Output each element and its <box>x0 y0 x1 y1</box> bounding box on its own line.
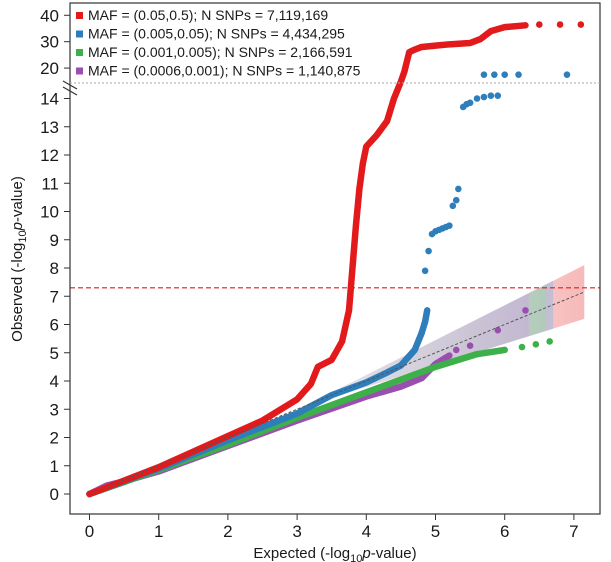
y-tick-label: 3 <box>50 400 59 419</box>
legend-swatch <box>76 12 83 19</box>
y-tick-label: 4 <box>50 372 59 391</box>
data-point <box>522 307 529 314</box>
legend-item: MAF = (0.001,0.005); N SNPs = 2,166,591 <box>76 44 353 60</box>
band-very-rare <box>317 293 529 403</box>
data-point <box>452 346 460 354</box>
x-tick-label: 7 <box>569 522 578 541</box>
data-point <box>421 267 429 275</box>
x-tick-label: 3 <box>292 522 301 541</box>
data-point <box>515 71 522 78</box>
y-tick-label: 10 <box>40 203 59 222</box>
legend-item: MAF = (0.0006,0.001); N SNPs = 1,140,875 <box>76 63 361 79</box>
y-tick-label: 12 <box>40 146 59 165</box>
legend-label: MAF = (0.005,0.05); N SNPs = 4,434,295 <box>88 26 345 42</box>
y-tick-label: 11 <box>41 174 59 193</box>
y-tick-label: 6 <box>50 316 59 335</box>
y-tick-label: 9 <box>50 231 59 250</box>
expected-diagonal <box>89 291 585 495</box>
series-0 <box>86 21 585 498</box>
y-tick-label: 8 <box>50 259 59 278</box>
data-point <box>546 338 553 345</box>
y-tick-label: 40 <box>40 6 59 25</box>
x-tick-label: 2 <box>223 522 232 541</box>
y-axis-label: Observed (-log10p-value) <box>9 176 29 342</box>
x-axis-label: Expected (-log10p-value) <box>253 545 416 562</box>
legend: MAF = (0.05,0.5); N SNPs = 7,119,169 MAF … <box>76 7 361 79</box>
y-tick-label: 7 <box>50 287 59 306</box>
data-point <box>487 92 495 99</box>
series-1 <box>86 71 571 498</box>
data-point <box>563 71 571 78</box>
legend-label: MAF = (0.0006,0.001); N SNPs = 1,140,875 <box>88 63 361 79</box>
data-point <box>494 92 502 99</box>
data-point <box>452 196 460 204</box>
x-tick-label: 6 <box>500 522 509 541</box>
legend-swatch <box>76 67 83 75</box>
x-tick-label: 5 <box>431 522 440 541</box>
confidence-bands <box>317 265 585 403</box>
x-tick-label: 4 <box>362 522 371 541</box>
data-point <box>501 71 509 78</box>
y-tick-label: 30 <box>40 33 59 52</box>
legend-swatch <box>76 30 83 38</box>
data-point <box>536 21 543 28</box>
series-trace <box>86 22 529 498</box>
y-tick-label: 1 <box>50 457 59 476</box>
x-tick-label: 1 <box>154 522 163 541</box>
data-point <box>491 71 498 78</box>
data-point <box>466 342 474 349</box>
axis-break-mark <box>62 80 78 96</box>
data-point <box>473 95 481 102</box>
legend-item: MAF = (0.005,0.05); N SNPs = 4,434,295 <box>76 26 345 42</box>
y-tick-label: 20 <box>40 59 59 78</box>
data-point <box>480 71 488 78</box>
y-tick-label: 5 <box>50 344 59 363</box>
y-tick-label: 14 <box>40 90 59 109</box>
data-point <box>518 343 526 351</box>
data-point <box>466 99 474 107</box>
data-point <box>494 326 502 334</box>
data-series <box>86 21 585 498</box>
x-tick-label: 0 <box>85 522 94 541</box>
data-point <box>480 93 488 101</box>
data-point <box>556 21 564 28</box>
legend-label: MAF = (0.05,0.5); N SNPs = 7,119,169 <box>88 7 328 23</box>
plot-frame <box>69 2 601 515</box>
y-tick-label: 0 <box>50 485 59 504</box>
x-axis: 0 1 2 3 4 5 6 7 <box>85 514 579 541</box>
expected-line <box>89 291 585 495</box>
y-tick-label: 2 <box>50 429 59 448</box>
legend-swatch <box>76 49 83 56</box>
data-point <box>455 185 462 193</box>
y-tick-label: 13 <box>40 118 59 137</box>
legend-label: MAF = (0.001,0.005); N SNPs = 2,166,591 <box>88 44 353 60</box>
data-point <box>577 21 585 28</box>
series-trace <box>86 307 431 498</box>
data-point <box>532 340 540 348</box>
data-point <box>446 222 453 229</box>
legend-item: MAF = (0.05,0.5); N SNPs = 7,119,169 <box>76 7 328 23</box>
data-point <box>425 247 432 255</box>
data-point <box>449 202 457 210</box>
